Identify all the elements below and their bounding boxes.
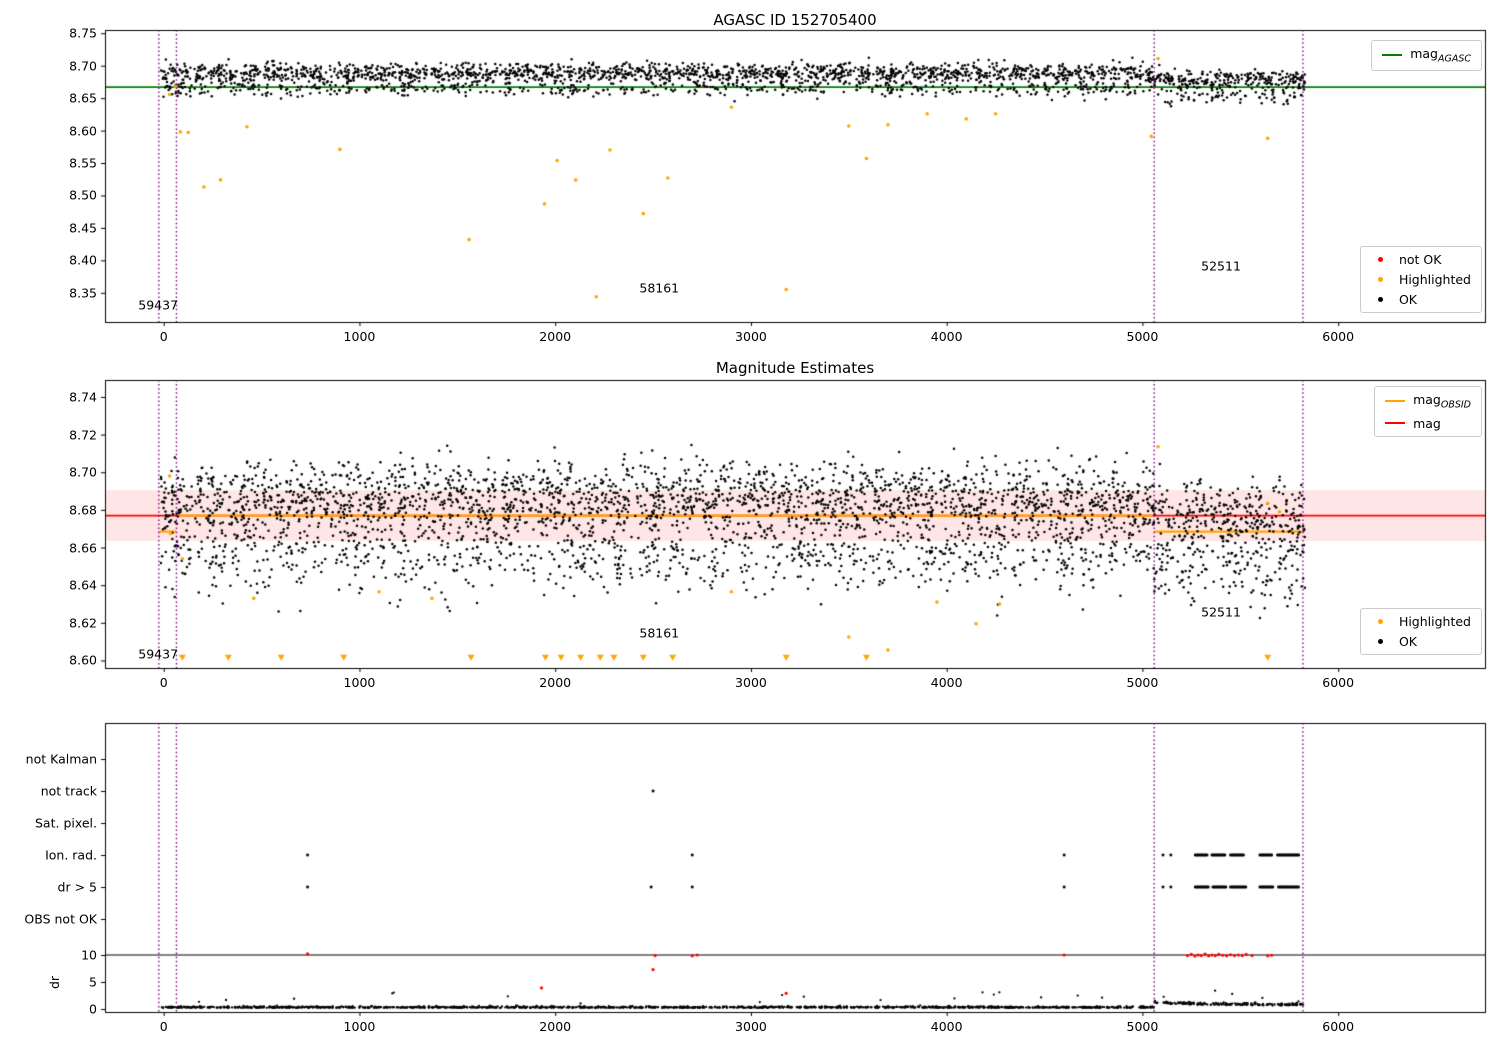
x-tick-label: 4000 [930,675,963,690]
dr-axis-label: dr [47,975,63,990]
x-tick-label: 6000 [1322,329,1355,344]
annotation: 52511 [1201,604,1241,620]
flag-row-label: not Kalman [25,751,97,767]
legend-label: Highlighted [1398,614,1471,629]
legend-label: OK [1398,634,1417,649]
x-tick-label: 5000 [1126,675,1159,690]
plot2-point-legend: Highlighted OK [1359,608,1482,655]
legend-line-marker [1385,422,1406,424]
dr-tick-label: 0 [89,1001,97,1017]
annotation: 58161 [639,280,680,296]
x-tick-label: 0 [159,675,168,690]
x-tick-label: 1000 [343,329,376,344]
y-tick-label: 8.35 [69,285,97,301]
y-tick-label: 8.70 [69,464,97,480]
annotation: 52511 [1201,258,1241,274]
legend-label: magAGASC [1410,46,1471,65]
y-tick-label: 8.40 [69,252,97,268]
x-tick-label: 0 [159,1019,168,1034]
y-tick-label: 8.55 [69,155,97,171]
y-tick-label: 8.60 [69,652,97,668]
annotation: 58161 [639,625,680,641]
x-tick-label: 4000 [930,1019,963,1034]
y-tick-label: 8.50 [69,187,97,203]
dr-tick-label: 5 [89,974,97,990]
x-tick-label: 6000 [1322,675,1355,690]
x-tick-label: 3000 [735,1019,767,1034]
flag-row-label: not track [40,783,97,799]
legend-dot-marker [1371,257,1391,262]
x-tick-label: 1000 [343,1019,376,1034]
legend-label: magOBSID [1413,392,1471,411]
legend-line-marker [1385,400,1406,403]
x-tick-label: 2000 [539,329,572,344]
x-tick-label: 5000 [1126,1019,1159,1034]
legend-line-marker [1382,54,1403,57]
dr-tick-label: 10 [81,947,97,963]
y-tick-label: 8.65 [69,90,97,106]
plot1-title: AGASC ID 152705400 [713,11,877,29]
y-tick-label: 8.74 [69,389,97,405]
legend-label: not OK [1398,252,1442,267]
flag-row-label: dr > 5 [57,879,97,895]
legend-label: OK [1398,292,1417,307]
legend-label: Highlighted [1398,272,1471,287]
y-tick-label: 8.72 [69,427,97,443]
x-tick-label: 6000 [1322,1019,1355,1034]
legend-dot-marker [1371,619,1391,624]
y-tick-label: 8.68 [69,502,97,518]
plot2-title: Magnitude Estimates [715,359,875,377]
legend-dot-marker [1371,639,1391,644]
y-tick-label: 8.75 [69,25,97,41]
legend-dot-marker [1371,277,1391,282]
annotation: 59437 [138,646,179,662]
flag-row-label: OBS not OK [24,911,97,927]
plot1-point-legend: not OK Highlighted OK [1359,246,1482,313]
legend-item: not OK [1371,252,1471,267]
legend-item: OK [1371,634,1471,649]
flag-row-label: Sat. pixel. [35,815,97,831]
legend-item: OK [1371,292,1471,307]
y-tick-label: 8.70 [69,58,97,74]
plot2-line-legend: magOBSID mag [1374,386,1482,437]
legend-dot-marker [1371,297,1391,302]
x-tick-label: 3000 [735,675,767,690]
x-tick-label: 2000 [539,1019,572,1034]
legend-item: mag [1385,416,1471,431]
legend-item: magAGASC [1382,46,1471,65]
flag-row-label: Ion. rad. [45,847,97,863]
legend-item: Highlighted [1371,614,1471,629]
annotation: 59437 [138,297,179,313]
y-tick-label: 8.62 [69,615,97,631]
x-tick-label: 1000 [343,675,376,690]
y-tick-label: 8.45 [69,220,97,236]
y-tick-label: 8.66 [69,540,97,556]
x-tick-label: 3000 [735,329,767,344]
x-tick-label: 2000 [539,675,572,690]
x-tick-label: 5000 [1126,329,1159,344]
plot1-line-legend: magAGASC [1371,40,1482,71]
x-tick-label: 4000 [930,329,963,344]
legend-item: Highlighted [1371,272,1471,287]
y-tick-label: 8.64 [69,577,97,593]
legend-item: magOBSID [1385,392,1471,411]
legend-label: mag [1413,415,1441,431]
y-tick-label: 8.60 [69,123,97,139]
x-tick-label: 0 [159,329,168,344]
